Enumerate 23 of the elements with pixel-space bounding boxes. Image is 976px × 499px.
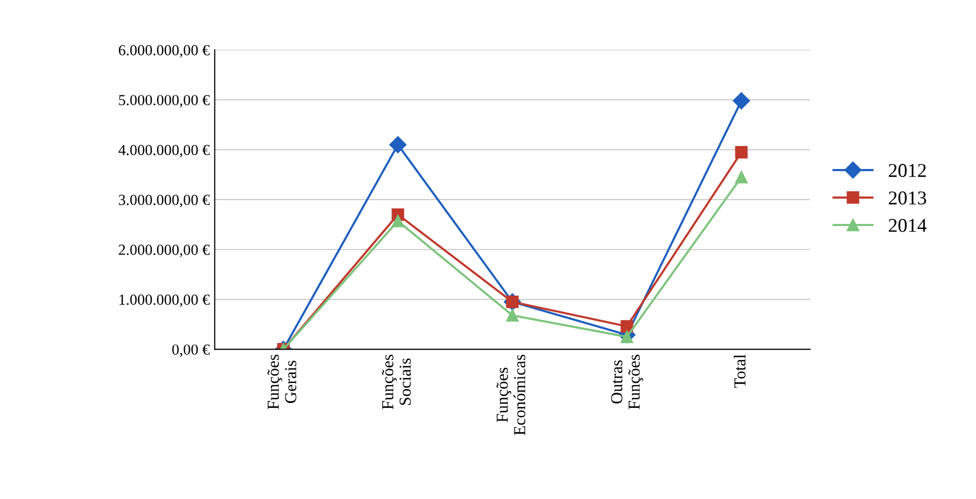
x-tick-label: Total xyxy=(734,354,746,388)
x-tick-label: Funções Sociais xyxy=(382,354,411,410)
y-tick-label: 0,00 € xyxy=(172,344,210,357)
legend-label: 2012 xyxy=(888,164,926,178)
y-tick-label: 2.000.000,00 € xyxy=(118,244,210,258)
point xyxy=(735,170,748,184)
point xyxy=(392,214,404,228)
legend-label: 2013 xyxy=(888,191,926,205)
y-tick-label: 6.000.000,00 € xyxy=(118,45,210,58)
point xyxy=(506,309,519,322)
y-tick-label: 5.000.000,00 € xyxy=(119,94,210,108)
y-tick-label: 3.000.000,00 € xyxy=(118,194,210,208)
point xyxy=(735,146,748,158)
y-tick-label: 1.000.000,00 € xyxy=(120,294,210,308)
y-tick-label: 4.000.000,00 € xyxy=(118,144,210,158)
point xyxy=(732,92,750,110)
x-tick-label: Outras Funções xyxy=(611,354,644,410)
x-tick-label: Funções Gerais xyxy=(267,354,296,410)
x-tick-label: Funções Económicas xyxy=(496,354,526,436)
point xyxy=(620,320,634,333)
legend-label: 2014 xyxy=(888,218,927,232)
point xyxy=(389,136,406,154)
point xyxy=(620,330,634,344)
